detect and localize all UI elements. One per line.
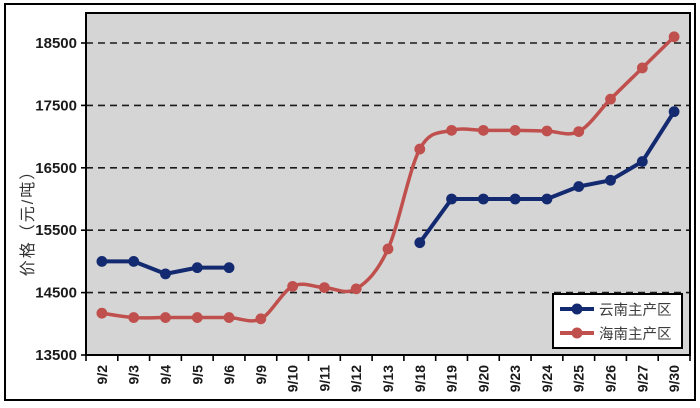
data-point-yunnan: [605, 174, 616, 186]
x-tick-label: 9/25: [571, 365, 587, 392]
data-point-hainan: [668, 31, 680, 43]
x-tick-label: 9/2: [94, 365, 110, 385]
x-tick-label: 9/19: [444, 365, 460, 392]
data-point-hainan: [191, 312, 203, 323]
data-point-yunnan: [636, 156, 648, 167]
data-point-hainan: [350, 283, 362, 295]
x-tick-label: 9/6: [221, 365, 237, 385]
x-tick-label: 9/9: [253, 365, 269, 385]
y-tick-label: 16500: [35, 160, 77, 177]
data-point-yunnan: [128, 256, 140, 267]
data-point-hainan: [287, 280, 299, 292]
x-tick-label: 9/18: [412, 365, 428, 392]
data-point-yunnan: [446, 193, 457, 205]
y-tick-label: 14500: [35, 285, 77, 302]
plot-border: [85, 12, 691, 356]
x-tick-label: 9/10: [285, 365, 301, 392]
data-point-hainan: [382, 243, 394, 255]
data-point-yunnan: [414, 237, 426, 249]
x-tick-label: 9/4: [157, 365, 173, 385]
data-point-hainan: [96, 307, 108, 319]
x-tick-label: 9/5: [189, 365, 205, 385]
legend: 云南主产区 海南主产区: [552, 293, 683, 349]
legend-item-yunnan: 云南主产区: [560, 297, 677, 321]
x-tick-label: 9/11: [316, 365, 332, 392]
data-point-hainan: [223, 312, 235, 323]
data-point-hainan: [319, 282, 330, 294]
data-point-yunnan: [160, 268, 171, 280]
y-tick-label: 13500: [35, 347, 77, 364]
data-point-hainan: [414, 143, 426, 155]
data-point-hainan: [541, 125, 553, 137]
data-point-yunnan: [668, 106, 680, 118]
x-tick-label: 9/23: [507, 365, 523, 392]
data-point-yunnan: [191, 262, 203, 274]
x-tick-label: 9/27: [634, 365, 650, 392]
data-point-hainan: [255, 313, 267, 325]
x-tick-label: 9/24: [539, 365, 555, 392]
data-point-yunnan: [477, 193, 489, 205]
data-point-hainan: [573, 126, 585, 138]
data-point-yunnan: [223, 262, 235, 274]
x-tick-label: 9/3: [126, 365, 142, 385]
y-axis-title: 价格（元/吨）: [20, 161, 37, 277]
legend-label-hainan: 海南主产区: [599, 326, 672, 343]
x-tick-label: 9/20: [475, 365, 491, 392]
y-tick-label: 17500: [35, 97, 77, 114]
data-point-hainan: [636, 62, 648, 74]
legend-line-marker-hainan: [560, 327, 594, 339]
data-point-hainan: [128, 312, 140, 323]
data-point-hainan: [160, 312, 171, 323]
data-point-yunnan: [573, 181, 585, 192]
data-point-hainan: [605, 93, 616, 105]
data-point-hainan: [477, 124, 489, 136]
legend-label-yunnan: 云南主产区: [599, 302, 672, 319]
data-point-yunnan: [541, 193, 553, 205]
data-point-yunnan: [96, 256, 108, 267]
x-tick-label: 9/30: [666, 365, 682, 392]
legend-item-hainan: 海南主产区: [560, 321, 677, 345]
data-point-hainan: [446, 124, 457, 136]
data-point-yunnan: [509, 193, 521, 205]
x-tick-label: 9/13: [380, 365, 396, 392]
data-point-hainan: [509, 124, 521, 136]
legend-line-marker-yunnan: [560, 303, 594, 315]
y-tick-label: 15500: [35, 222, 77, 239]
x-tick-label: 9/26: [603, 365, 619, 392]
x-tick-label: 9/12: [348, 365, 364, 392]
y-tick-label: 18500: [35, 35, 77, 52]
